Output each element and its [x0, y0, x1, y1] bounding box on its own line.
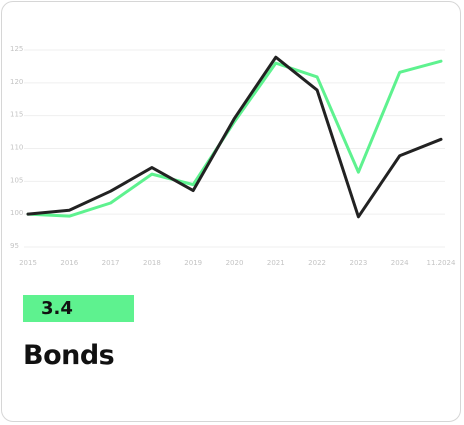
- y-tick-label: 120: [10, 78, 23, 86]
- card-title: Bonds: [23, 340, 115, 371]
- x-tick-label: 2015: [19, 259, 37, 267]
- value: 3.4: [41, 298, 73, 319]
- y-tick-label: 125: [10, 45, 23, 53]
- value-badge: 3.4: [23, 295, 134, 322]
- x-tick-label: 2019: [184, 259, 202, 267]
- x-tick-label: 2018: [143, 259, 161, 267]
- y-tick-label: 110: [10, 144, 23, 152]
- x-tick-label: 11.2024: [427, 259, 456, 267]
- line: [26, 55, 443, 219]
- x-tick-label: 2017: [102, 259, 120, 267]
- x-tick-label: 2016: [60, 259, 78, 267]
- y-tick-label: 100: [10, 209, 23, 217]
- x-tick-label: 2023: [349, 259, 367, 267]
- x-tick-label: 2021: [267, 259, 285, 267]
- x-tick-label: 2020: [226, 259, 244, 267]
- x-tick-label: 2024: [391, 259, 409, 267]
- y-tick-label: 115: [10, 111, 23, 119]
- line: [26, 59, 443, 218]
- x-tick-label: 2022: [308, 259, 326, 267]
- y-tick-label: 105: [10, 176, 23, 184]
- y-tick-label: 95: [10, 242, 19, 250]
- chart: 95 100 105 110 115 120 125 2015 2016 2017 2018 2019…: [10, 45, 456, 267]
